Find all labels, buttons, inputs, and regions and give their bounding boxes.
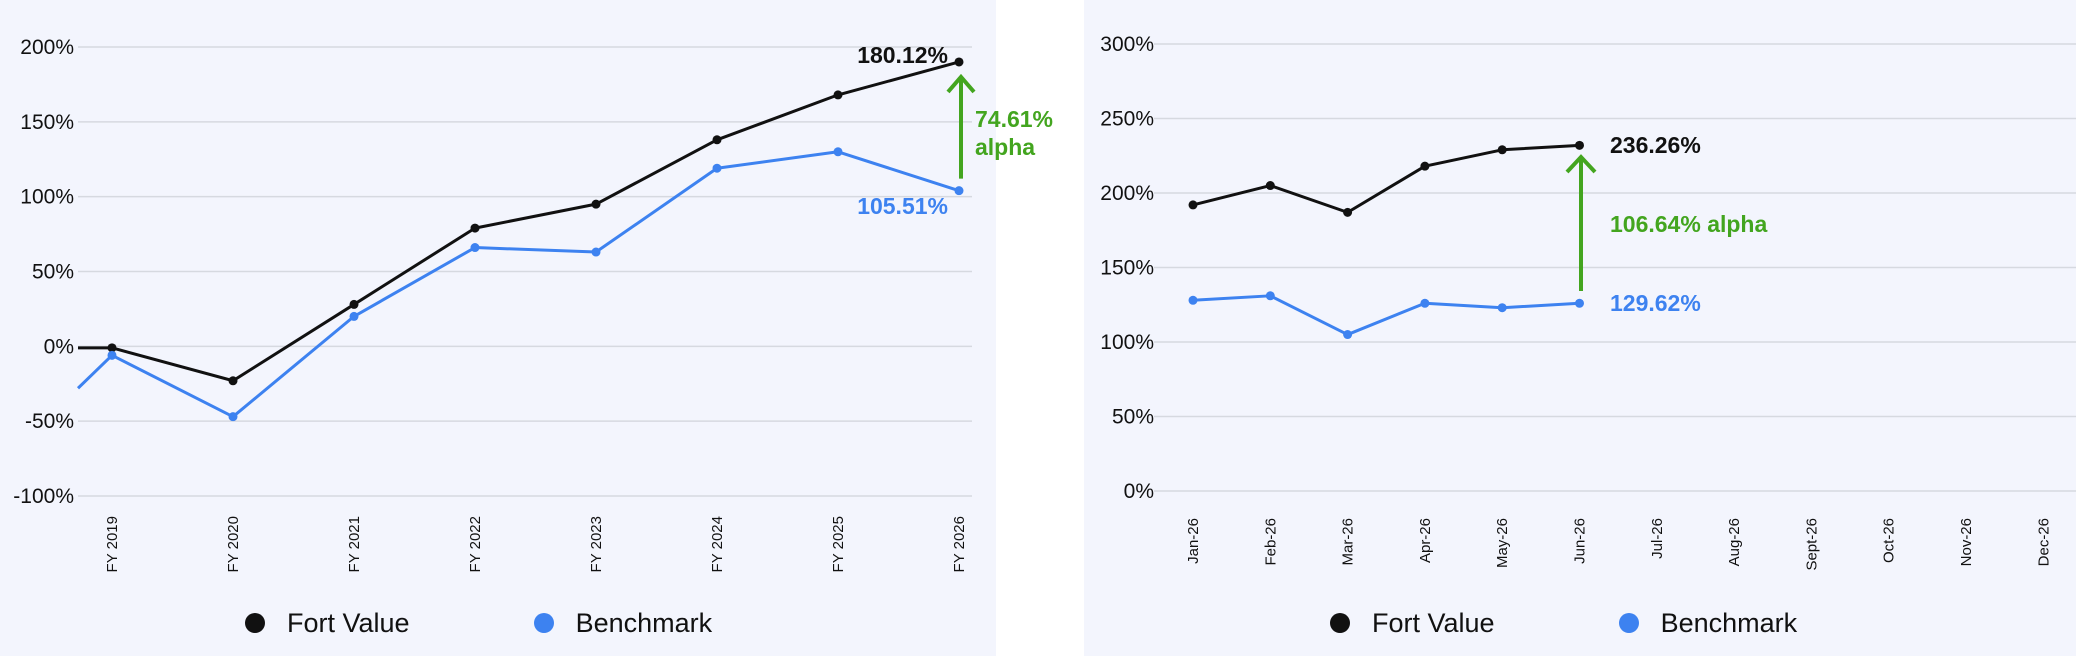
y-tick-label: 300% (1100, 33, 1154, 56)
benchmark-end-label: 129.62% (1610, 290, 1701, 316)
benchmark-point (1575, 298, 1584, 308)
fort-value-marker-icon (245, 613, 265, 633)
legend-label: Benchmark (575, 607, 713, 638)
x-tick-label: FY 2025 (830, 516, 847, 572)
fort-value-point (954, 57, 964, 67)
y-tick-label: 100% (20, 186, 74, 209)
legend-label: Fort Value (287, 607, 410, 638)
y-tick-label: 0% (44, 335, 74, 358)
benchmark-line (76, 150, 960, 419)
x-tick-label: Aug-26 (1726, 518, 1743, 566)
benchmark-point (1188, 295, 1198, 305)
benchmark-point (470, 243, 480, 253)
y-tick-label: -50% (25, 410, 74, 433)
x-tick-label: Sept-26 (1803, 518, 1820, 571)
benchmark-marker-icon (533, 613, 554, 633)
x-tick-label: Nov-26 (1958, 518, 1975, 566)
y-tick-label: 200% (1100, 182, 1154, 205)
x-tick-label: Apr-26 (1417, 518, 1434, 563)
alpha-word-label: alpha (975, 134, 1035, 160)
fort-value-point (1497, 145, 1507, 155)
left-chart-panel: 200% 150% 100% 50% 0% -50% -100% FY 2019 FY 2020… (0, 0, 1053, 656)
x-tick-label: FY 2026 (951, 516, 968, 572)
x-tick-label: Feb-26 (1262, 518, 1279, 566)
x-tick-label: Jan-26 (1185, 518, 1202, 564)
fort-value-point (1265, 181, 1275, 191)
y-tick-label: 100% (1100, 331, 1154, 354)
benchmark-point (712, 163, 722, 173)
x-tick-label: FY 2019 (104, 516, 121, 572)
fort-value-marker-icon (1330, 613, 1350, 633)
fort-value-point (107, 343, 117, 353)
fort-value-point (1420, 161, 1430, 171)
left-chart: 200% 150% 100% 50% 0% -50% -100% FY 2019 FY 2020… (13, 36, 1053, 572)
legend-label: Fort Value (1372, 607, 1495, 638)
alpha-value-label: 74.61% (975, 106, 1053, 132)
fort-value-end-label: 180.12% (857, 42, 948, 68)
fort-value-point (349, 299, 359, 309)
fort-value-point (833, 90, 843, 100)
benchmark-point (107, 350, 117, 360)
x-tick-label: FY 2022 (467, 516, 484, 572)
alpha-label: 106.64% alpha (1610, 211, 1767, 237)
x-tick-label: Jul-26 (1649, 518, 1666, 559)
legend-item-fort-value[interactable]: Fort Value (1330, 608, 1495, 639)
legend-item-fort-value[interactable]: Fort Value (245, 608, 410, 639)
benchmark-point (833, 147, 843, 157)
fort-value-line (1192, 143, 1580, 214)
fort-value-point (228, 376, 238, 386)
fort-value-point (591, 199, 601, 209)
fort-value-point (1188, 200, 1198, 210)
fort-value-point (470, 223, 480, 233)
x-tick-label: Mar-26 (1340, 518, 1357, 566)
y-tick-label: 200% (20, 36, 74, 59)
y-tick-label: 150% (1100, 257, 1154, 280)
legend-item-benchmark[interactable]: Benchmark (533, 607, 713, 639)
benchmark-end-label: 105.51% (857, 193, 948, 219)
y-tick-label: 50% (32, 261, 74, 284)
x-tick-label: May-26 (1494, 518, 1511, 568)
y-tick-label: 150% (20, 111, 74, 134)
y-tick-label: 0% (1124, 480, 1154, 503)
fort-value-end-label: 236.26% (1610, 132, 1701, 158)
right-chart: 300% 250% 200% 150% 100% 50% 0% Jan-26 Feb-26 Mar… (1100, 33, 2076, 571)
benchmark-point (1265, 291, 1275, 301)
fort-value-point (712, 135, 722, 145)
alpha-arrowhead-icon (1565, 154, 1597, 174)
alpha-arrowhead-icon (946, 73, 976, 94)
x-tick-label: Dec-26 (2035, 518, 2052, 566)
benchmark-point (349, 311, 359, 321)
benchmark-point (228, 412, 238, 422)
legend-label: Benchmark (1660, 607, 1798, 638)
y-tick-label: 50% (1112, 406, 1154, 429)
x-tick-label: FY 2021 (346, 516, 363, 572)
benchmark-point (1343, 330, 1353, 340)
left-legend: Fort Value Benchmark (245, 606, 712, 640)
x-tick-label: Oct-26 (1881, 518, 1898, 563)
benchmark-point (1420, 298, 1430, 308)
benchmark-point (954, 186, 964, 196)
y-tick-label: 250% (1100, 108, 1154, 131)
benchmark-marker-icon (1618, 613, 1639, 633)
fort-value-point (1343, 207, 1353, 217)
y-tick-label: -100% (13, 485, 74, 508)
x-tick-label: FY 2024 (709, 516, 726, 572)
fort-value-point (1575, 140, 1584, 150)
benchmark-line (1192, 294, 1580, 337)
fort-value-line (78, 60, 960, 383)
x-tick-label: Jun-26 (1572, 518, 1589, 564)
right-legend: Fort Value Benchmark (1330, 606, 1797, 640)
legend-item-benchmark[interactable]: Benchmark (1618, 607, 1798, 639)
right-chart-panel: 300% 250% 200% 150% 100% 50% 0% Jan-26 Feb-26 Mar… (1084, 0, 2076, 656)
benchmark-point (591, 247, 601, 257)
x-tick-label: FY 2020 (225, 516, 242, 572)
x-tick-label: FY 2023 (588, 516, 605, 572)
benchmark-point (1497, 303, 1507, 313)
